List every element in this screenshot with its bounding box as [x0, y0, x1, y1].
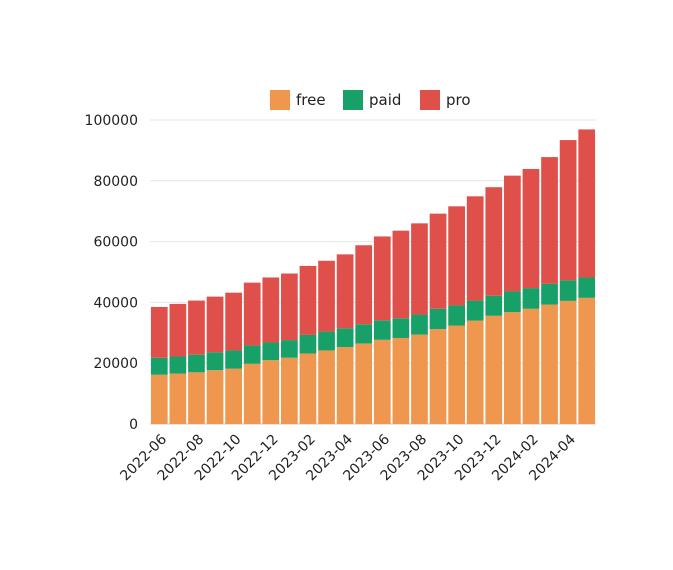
bar-paid-2023-06 [373, 320, 391, 340]
y-tick-label: 80000 [93, 174, 138, 190]
bar-paid-2022-09 [206, 352, 224, 371]
bar-paid-2024-05 [578, 277, 596, 298]
bar-pro-2022-09 [206, 296, 224, 353]
bar-pro-2024-03 [541, 157, 558, 284]
bar-pro-2022-10 [225, 292, 242, 351]
bar-paid-2024-01 [504, 291, 521, 313]
legend-swatch-pro [420, 90, 440, 110]
bar-paid-2022-08 [188, 354, 205, 373]
bar-pro-2023-12 [485, 187, 503, 296]
bar-paid-2023-08 [411, 314, 428, 335]
bar-paid-2022-10 [225, 350, 242, 369]
bar-free-2022-07 [169, 373, 187, 424]
bar-free-2024-03 [541, 304, 558, 424]
bar-paid-2023-10 [448, 305, 465, 326]
bar-free-2023-06 [373, 339, 391, 424]
bar-paid-2022-12 [262, 342, 280, 361]
bars [150, 129, 596, 424]
y-tick-label: 0 [129, 417, 138, 433]
bar-free-2022-10 [225, 368, 242, 424]
bar-pro-2022-11 [243, 282, 261, 346]
bar-paid-2022-07 [169, 356, 187, 374]
x-axis-tick-labels: 2022-062022-082022-102022-122023-022023-… [117, 431, 579, 484]
bar-pro-2024-01 [504, 175, 521, 292]
bar-free-2023-09 [429, 329, 447, 424]
bar-free-2024-04 [559, 300, 577, 424]
bar-pro-2023-11 [466, 196, 484, 301]
bar-pro-2023-05 [355, 245, 373, 325]
bar-pro-2024-05 [578, 129, 596, 278]
bar-paid-2023-05 [355, 324, 373, 344]
bar-pro-2023-06 [373, 236, 391, 321]
bar-free-2022-12 [262, 360, 280, 424]
bar-free-2022-08 [188, 372, 205, 424]
bar-pro-2023-07 [392, 230, 410, 319]
bar-paid-2024-02 [522, 288, 540, 309]
bar-paid-2023-01 [281, 340, 298, 358]
bar-free-2023-08 [411, 334, 428, 424]
y-tick-label: 20000 [93, 356, 138, 372]
bar-free-2022-09 [206, 370, 224, 424]
bar-paid-2023-11 [466, 300, 484, 321]
y-gridlines [150, 119, 596, 425]
bar-pro-2022-12 [262, 277, 280, 343]
bar-free-2023-07 [392, 337, 410, 424]
bar-paid-2022-11 [243, 345, 261, 364]
bar-pro-2022-06 [150, 306, 168, 358]
y-tick-label: 40000 [93, 295, 138, 311]
bar-free-2023-11 [466, 320, 484, 424]
bar-pro-2023-09 [429, 213, 447, 309]
legend-swatch-free [270, 90, 290, 110]
bar-free-2023-02 [299, 353, 317, 424]
bar-paid-2023-07 [392, 318, 410, 338]
legend-label-pro: pro [446, 91, 471, 109]
bar-pro-2024-04 [559, 140, 577, 281]
bar-pro-2022-08 [188, 300, 205, 355]
legend-item-pro: pro [420, 90, 471, 110]
bar-pro-2023-03 [318, 260, 335, 332]
bar-pro-2023-04 [336, 254, 354, 329]
bar-free-2024-05 [578, 297, 596, 424]
y-tick-label: 100000 [85, 113, 138, 129]
bar-free-2023-01 [281, 357, 298, 424]
legend: free paid pro [270, 90, 471, 110]
bar-free-2023-03 [318, 350, 335, 424]
bar-free-2023-10 [448, 325, 465, 424]
bar-pro-2022-07 [169, 303, 187, 357]
bar-free-2024-02 [522, 308, 540, 424]
legend-label-paid: paid [369, 91, 401, 109]
legend-label-free: free [296, 91, 326, 109]
y-tick-label: 60000 [93, 235, 138, 251]
bar-free-2023-05 [355, 343, 373, 424]
bar-paid-2023-12 [485, 295, 503, 316]
y-axis-tick-labels: 0 20000 40000 60000 80000 100000 [85, 113, 138, 433]
bar-pro-2023-02 [299, 265, 317, 335]
bar-free-2023-12 [485, 315, 503, 424]
legend-swatch-paid [343, 90, 363, 110]
legend-item-paid: paid [343, 90, 401, 110]
bar-paid-2023-09 [429, 308, 447, 330]
bar-free-2022-11 [243, 363, 261, 424]
bar-free-2024-01 [504, 312, 521, 424]
bar-free-2022-06 [150, 374, 168, 424]
bar-free-2023-04 [336, 347, 354, 424]
bar-paid-2024-04 [559, 280, 577, 301]
bar-paid-2023-03 [318, 331, 335, 351]
legend-item-free: free [270, 90, 326, 110]
bar-paid-2022-06 [150, 357, 168, 375]
bar-pro-2023-01 [281, 273, 298, 341]
bar-paid-2024-03 [541, 283, 558, 305]
bar-paid-2023-04 [336, 328, 354, 348]
bar-pro-2023-10 [448, 206, 465, 306]
bar-pro-2024-02 [522, 168, 540, 289]
bar-paid-2023-02 [299, 334, 317, 354]
bar-pro-2023-08 [411, 223, 428, 315]
